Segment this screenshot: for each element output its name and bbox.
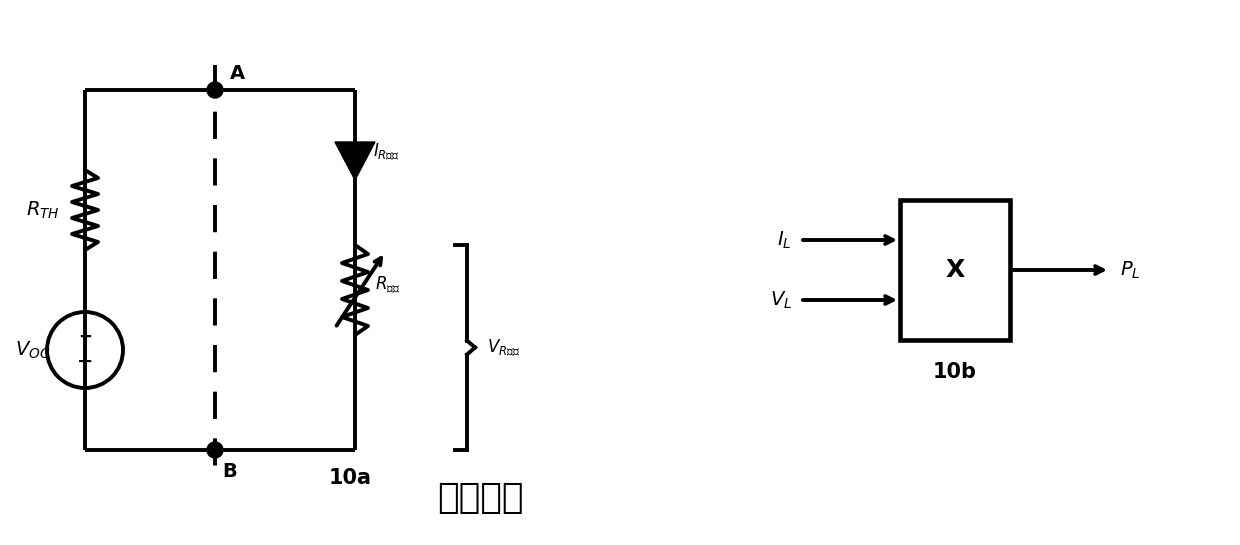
Polygon shape [335,142,374,180]
Text: $R_{负载}$: $R_{负载}$ [374,275,401,295]
Bar [900,200,1011,340]
Text: X: X [945,258,965,282]
Text: $R_{TH}$: $R_{TH}$ [26,199,60,221]
Text: +: + [78,328,92,346]
Text: B: B [223,462,237,481]
Text: 10a: 10a [329,468,372,488]
Circle shape [207,442,223,458]
Text: $V_{OC}$: $V_{OC}$ [15,340,51,361]
Text: $V_L$: $V_L$ [770,289,792,311]
Text: $V_{R负载}$: $V_{R负载}$ [487,337,521,358]
Text: $I_L$: $I_L$ [777,229,792,251]
Text: −: − [77,352,93,371]
Text: $I_{R负载}$: $I_{R负载}$ [373,142,399,162]
Text: 10b: 10b [932,362,977,382]
Circle shape [207,82,223,98]
Text: $P_L$: $P_L$ [1120,259,1141,281]
Text: A: A [229,64,244,83]
Text: 现有技术: 现有技术 [436,481,523,515]
